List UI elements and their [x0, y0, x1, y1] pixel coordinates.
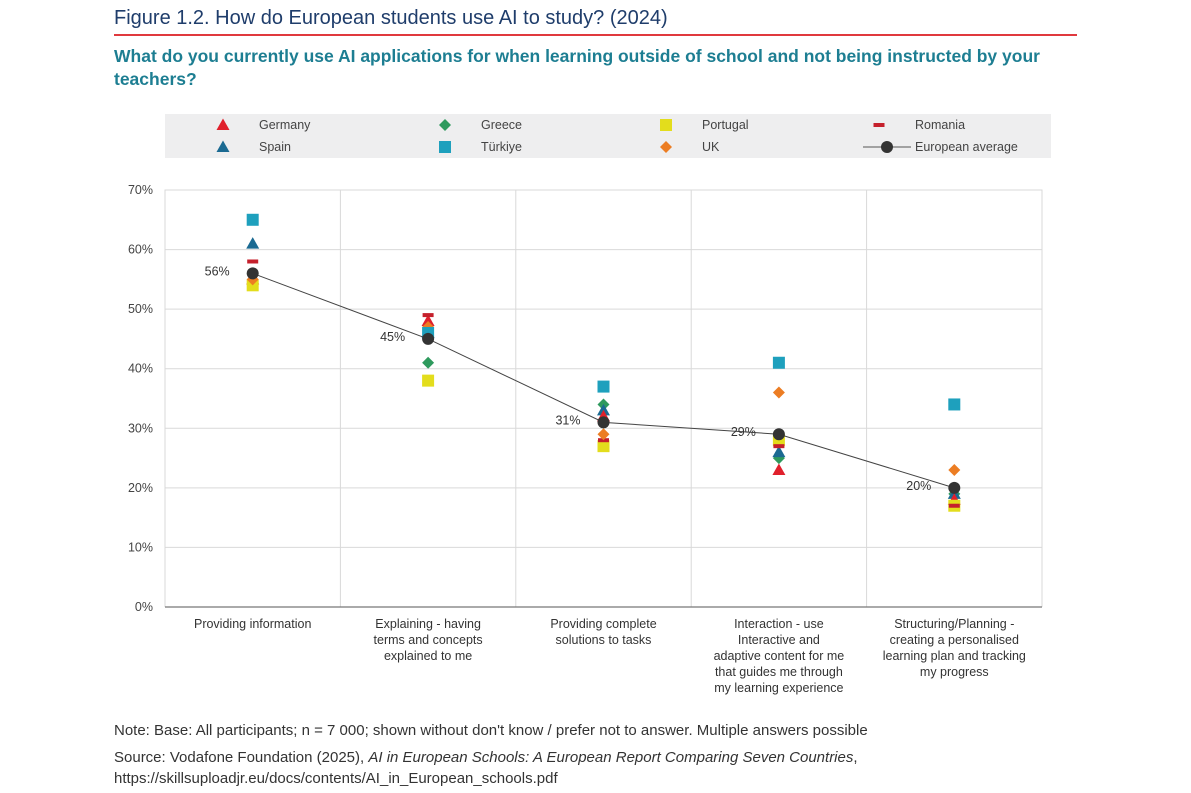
- legend-marker: [660, 119, 672, 131]
- diamond-icon: [648, 138, 698, 156]
- data-point-turkiye: [246, 213, 259, 226]
- data-point-turkiye: [772, 356, 785, 369]
- legend-item-turkiye: Türkiye: [427, 138, 522, 156]
- diamond-icon: [427, 116, 477, 134]
- dash-icon: [861, 116, 911, 134]
- y-tick-label: 20%: [128, 481, 153, 495]
- legend-label: European average: [915, 140, 1018, 154]
- average-value-label: 56%: [205, 264, 230, 278]
- data-point-turkiye: [597, 380, 610, 393]
- legend-marker: [216, 118, 230, 130]
- legend-item-uk: UK: [648, 138, 719, 156]
- data-point-spain: [772, 445, 786, 458]
- y-tick-label: 70%: [128, 183, 153, 197]
- source-title: AI in European Schools: A European Repor…: [368, 749, 854, 766]
- square-icon: [648, 116, 698, 134]
- triangle-icon: [205, 138, 255, 156]
- y-tick-label: 60%: [128, 243, 153, 257]
- legend-label: Romania: [915, 118, 966, 132]
- series-turkiye: [246, 213, 961, 411]
- data-point-spain: [246, 237, 260, 249]
- x-category-label: Providing complete solutions to tasks: [550, 617, 656, 647]
- x-category-label: Explaining - having terms and concepts exp…: [374, 617, 483, 663]
- legend-marker: [439, 119, 451, 131]
- data-point-european-average: [772, 428, 785, 441]
- chart-legend: Germany Spain Greece Türkiye Portugal UK…: [165, 114, 1051, 158]
- legend-item-european-average: European average: [861, 138, 1018, 156]
- data-point-romania: [948, 503, 960, 508]
- legend-marker: [873, 123, 885, 127]
- data-point-romania: [773, 444, 785, 449]
- data-point-uk: [597, 428, 610, 441]
- data-point-romania: [247, 259, 259, 264]
- chart-note: Note: Base: All participants; n = 7 000;…: [114, 722, 868, 739]
- data-point-european-average: [422, 332, 435, 345]
- legend-label: Türkiye: [481, 140, 522, 154]
- average-value-label: 29%: [731, 425, 756, 439]
- legend-label: Greece: [481, 118, 522, 132]
- average-value-label: 20%: [906, 479, 931, 493]
- data-point-spain: [597, 403, 610, 416]
- x-category-label: Providing information: [194, 617, 311, 631]
- y-tick-label: 0%: [135, 600, 153, 614]
- legend-marker: [881, 141, 893, 153]
- legend-label: Portugal: [702, 118, 749, 132]
- title-rule: [114, 34, 1077, 36]
- source-prefix: Source: Vodafone Foundation (2025),: [114, 749, 369, 766]
- data-point-european-average: [948, 481, 961, 494]
- data-point-uk: [948, 463, 961, 476]
- y-tick-label: 40%: [128, 362, 153, 376]
- legend-label: Germany: [259, 118, 311, 132]
- data-point-romania: [422, 313, 434, 318]
- data-point-european-average: [597, 416, 610, 429]
- figure-title: Figure 1.2. How do European students use…: [114, 7, 668, 29]
- data-point-european-average: [246, 267, 259, 280]
- data-point-turkiye: [948, 398, 961, 411]
- y-tick-label: 50%: [128, 302, 153, 316]
- average-value-label: 31%: [555, 413, 580, 427]
- data-point-greece: [422, 356, 435, 369]
- data-point-germany: [772, 463, 786, 475]
- plot-frame: [164, 189, 1043, 607]
- triangle-icon: [205, 116, 255, 134]
- source-suffix: , https://skillsuploadjr.eu/docs/content…: [114, 749, 858, 787]
- series-european-average: 56% 45% 31% 29% 20%: [205, 264, 961, 494]
- series-portugal: [246, 279, 961, 512]
- y-tick-label: 30%: [128, 421, 153, 435]
- chart-source: Source: Vodafone Foundation (2025), AI i…: [114, 747, 1074, 789]
- series-spain: [246, 237, 961, 499]
- legend-label: UK: [702, 140, 720, 154]
- legend-item-greece: Greece: [427, 116, 522, 134]
- legend-item-germany: Germany: [205, 116, 310, 134]
- data-point-portugal: [597, 440, 610, 453]
- scatter-chart: 0% 10% 20% 30% 40% 50% 60% 70% Providing informa…: [128, 183, 1043, 695]
- legend-item-spain: Spain: [205, 138, 291, 156]
- chart-subtitle: What do you currently use AI application…: [114, 46, 1040, 89]
- data-point-portugal: [422, 374, 435, 387]
- y-tick-label: 10%: [128, 540, 153, 554]
- legend-marker: [216, 140, 230, 152]
- legend-label: Spain: [259, 140, 291, 154]
- legend-marker: [439, 141, 451, 153]
- x-category-label: Structuring/Planning -creating a persona…: [883, 617, 1026, 679]
- legend-item-portugal: Portugal: [648, 116, 749, 134]
- legend-item-romania: Romania: [861, 116, 965, 134]
- average-value-label: 45%: [380, 330, 405, 344]
- line-circle-icon: [861, 138, 911, 156]
- x-category-label: Interaction - use Interactive and adaptive…: [714, 617, 845, 695]
- legend-marker: [660, 141, 672, 153]
- data-point-uk: [772, 386, 785, 399]
- data-point-germany: [421, 314, 435, 327]
- square-icon: [427, 138, 477, 156]
